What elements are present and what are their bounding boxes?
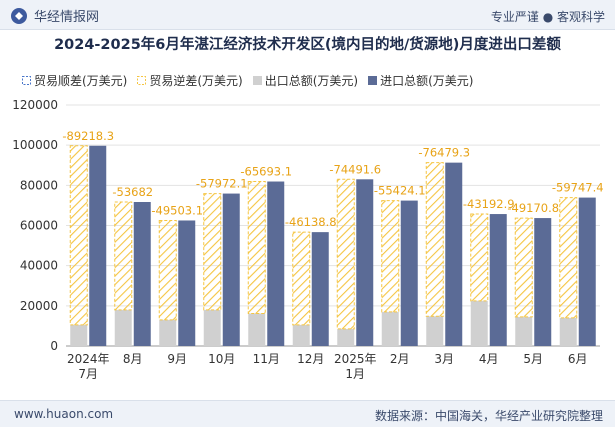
export-bar bbox=[248, 313, 266, 346]
deficit-data-label: -49170.8 bbox=[507, 201, 559, 215]
deficit-bar bbox=[336, 178, 355, 330]
deficit-data-label: -46138.8 bbox=[285, 215, 337, 229]
deficit-bar bbox=[470, 213, 489, 302]
x-tick-label: 12月 bbox=[297, 352, 324, 366]
tagline: 专业严谨 ● 客观科学 bbox=[490, 10, 605, 24]
import-bar bbox=[267, 181, 285, 346]
import-bar bbox=[133, 202, 151, 346]
x-tick-label: 2024年 bbox=[67, 352, 110, 366]
deficit-bar bbox=[514, 217, 533, 318]
export-bar bbox=[337, 328, 355, 346]
y-tick-label: 100000 bbox=[12, 138, 58, 152]
import-bar bbox=[445, 162, 463, 346]
footer: www.huaon.com 数据来源：中国海关，华经产业研究院整理 bbox=[0, 400, 615, 427]
x-tick-label: 10月 bbox=[208, 352, 235, 366]
deficit-data-label: -74491.6 bbox=[329, 162, 381, 176]
import-bar bbox=[489, 214, 507, 346]
deficit-bar bbox=[203, 193, 222, 311]
deficit-bar bbox=[559, 197, 578, 319]
deficit-bar bbox=[425, 162, 444, 317]
deficit-bar bbox=[292, 231, 311, 326]
chart-title: 2024-2025年6月年湛江经济技术开发区(境内目的地/货源地)月度进出口差额 bbox=[54, 37, 561, 53]
footer-source: 数据来源：中国海关，华经产业研究院整理 bbox=[374, 409, 603, 423]
export-bar bbox=[470, 300, 488, 346]
deficit-data-label: -53682 bbox=[112, 185, 153, 199]
export-bar bbox=[426, 316, 444, 346]
footer-site[interactable]: www.huaon.com bbox=[14, 407, 114, 421]
legend-label-import: 进口总额(万美元) bbox=[380, 74, 474, 88]
brand[interactable]: 华经情报网 bbox=[10, 6, 99, 25]
deficit-data-label: -55424.1 bbox=[374, 184, 426, 198]
x-tick-label: 1月 bbox=[345, 367, 365, 381]
x-tick-label: 7月 bbox=[78, 367, 98, 381]
export-bar bbox=[70, 324, 88, 346]
legend-label-export: 出口总额(万美元) bbox=[264, 74, 359, 88]
x-tick-label: 3月 bbox=[434, 352, 454, 366]
export-bar bbox=[292, 324, 310, 346]
deficit-bar bbox=[381, 200, 400, 313]
y-tick-label: 120000 bbox=[12, 98, 58, 112]
brand-name: 华经情报网 bbox=[34, 10, 100, 25]
import-bar bbox=[356, 179, 374, 346]
deficit-data-label: -43192.9 bbox=[463, 197, 515, 211]
legend-item-surplus[interactable]: 贸易顺差(万美元) bbox=[22, 72, 127, 89]
legend-item-export[interactable]: 出口总额(万美元) bbox=[252, 72, 359, 89]
x-tick-label: 8月 bbox=[123, 352, 143, 366]
y-tick-label: 40000 bbox=[20, 259, 58, 273]
legend-item-deficit[interactable]: 贸易逆差(万美元) bbox=[137, 72, 243, 89]
top-bar: 华经情报网 专业严谨 ● 客观科学 bbox=[0, 0, 615, 30]
import-bar bbox=[222, 193, 240, 346]
x-tick-label: 9月 bbox=[167, 352, 187, 366]
y-tick-label: 60000 bbox=[20, 219, 58, 233]
legend: 贸易顺差(万美元) 贸易逆差(万美元) 出口总额(万美元) 进口总额(万美元) bbox=[22, 72, 474, 89]
import-bar bbox=[400, 200, 418, 346]
x-tick-label: 5月 bbox=[523, 352, 543, 366]
deficit-data-label: -76479.3 bbox=[418, 146, 470, 160]
deficit-bar bbox=[114, 201, 133, 311]
legend-swatch-export bbox=[252, 76, 262, 85]
legend-swatch-surplus bbox=[22, 76, 31, 85]
export-bar bbox=[203, 309, 221, 346]
deficit-data-label: -65693.1 bbox=[240, 165, 292, 179]
deficit-bar bbox=[69, 145, 88, 326]
legend-swatch-deficit bbox=[137, 76, 147, 85]
import-bar bbox=[578, 197, 596, 346]
y-tick-label: 0 bbox=[50, 339, 58, 353]
legend-swatch-import bbox=[368, 76, 378, 85]
deficit-data-label: -49503.1 bbox=[151, 203, 203, 217]
deficit-data-label: -89218.3 bbox=[62, 129, 114, 143]
x-tick-label: 2月 bbox=[390, 352, 410, 366]
deficit-bar bbox=[247, 181, 266, 314]
legend-item-import[interactable]: 进口总额(万美元) bbox=[368, 72, 474, 89]
legend-label-deficit: 贸易逆差(万美元) bbox=[149, 74, 243, 88]
y-tick-label: 80000 bbox=[20, 178, 58, 192]
export-bar bbox=[159, 319, 177, 346]
export-bar bbox=[114, 309, 132, 346]
import-bar bbox=[534, 218, 552, 346]
export-bar bbox=[381, 311, 399, 346]
x-tick-label: 4月 bbox=[479, 352, 499, 366]
x-tick-label: 6月 bbox=[568, 352, 588, 366]
import-bar bbox=[311, 232, 329, 346]
import-bar bbox=[178, 220, 196, 346]
brand-logo-icon bbox=[11, 7, 27, 24]
x-tick-label: 2025年 bbox=[334, 352, 377, 366]
export-bar bbox=[515, 316, 533, 346]
deficit-bar bbox=[158, 219, 177, 321]
x-tick-label: 11月 bbox=[253, 352, 280, 366]
y-tick-label: 20000 bbox=[20, 299, 58, 313]
deficit-data-label: -59747.4 bbox=[552, 181, 604, 195]
deficit-data-label: -57972.1 bbox=[196, 177, 248, 191]
import-bar bbox=[89, 145, 107, 346]
legend-label-surplus: 贸易顺差(万美元) bbox=[34, 74, 128, 88]
export-bar bbox=[559, 317, 577, 346]
